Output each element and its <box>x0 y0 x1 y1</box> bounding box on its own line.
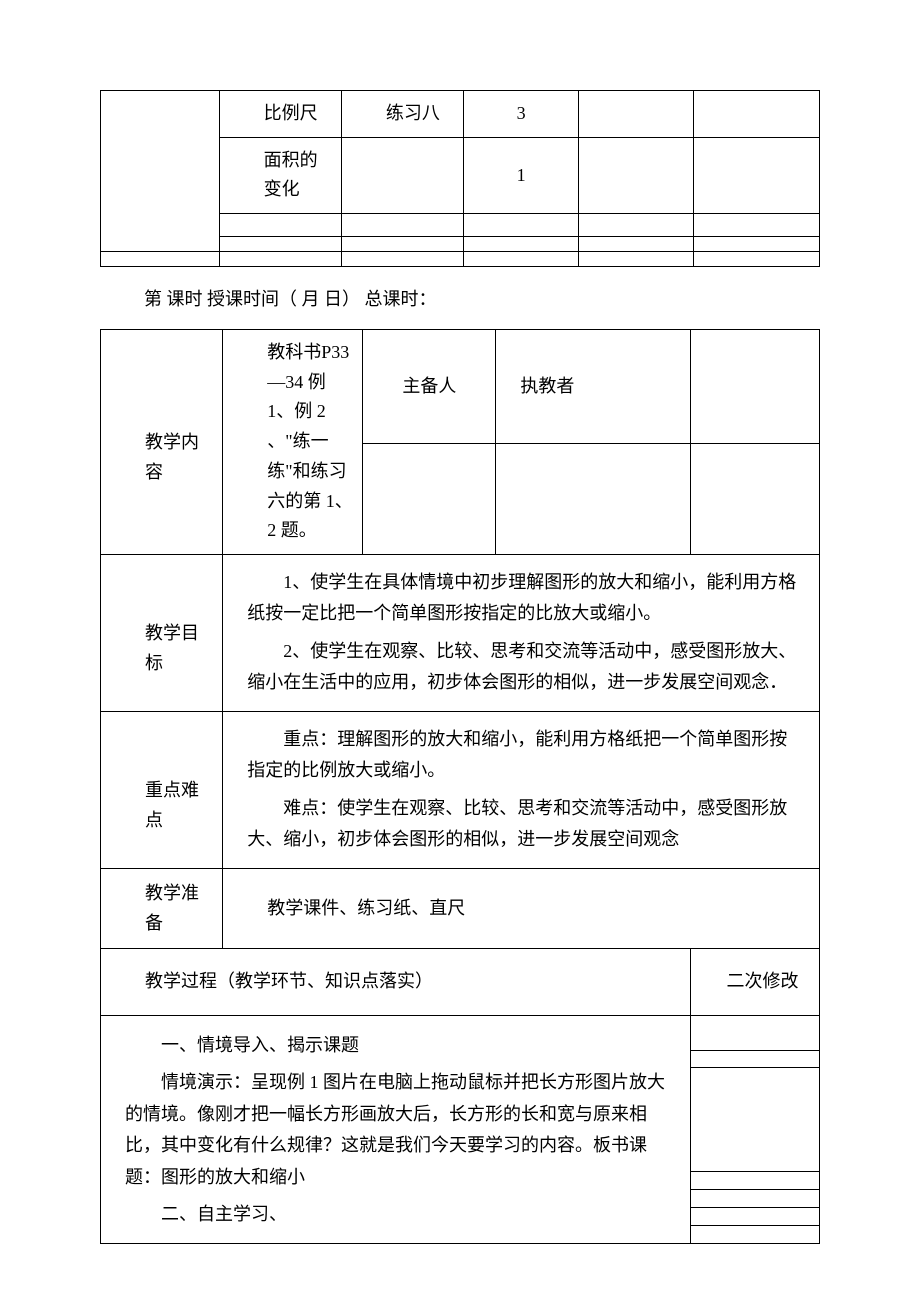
top-c1 <box>101 91 220 252</box>
diff-p2: 难点：使学生在观察、比较、思考和交流等活动中，感受图形放大、缩小，初步体会图形的… <box>247 793 803 856</box>
top-table: 比例尺 练习八 3 面积的变化 1 <box>100 90 820 267</box>
rev-r2 <box>690 1050 819 1068</box>
proc-p2: 情境演示：呈现例 1 图片在电脑上拖动鼠标并把长方形图片放大的情境。像刚才把一幅… <box>125 1067 674 1193</box>
top-r1-c3: 练习八 <box>341 91 463 138</box>
top-r2-c3 <box>341 137 463 213</box>
goal-p2: 2、使学生在观察、比较、思考和交流等活动中，感受图形放大、缩小在生活中的应用，初… <box>247 636 803 699</box>
content-text: 教科书P33—34 例 1、例 2 、"练一练"和练习六的第 1、2 题。 <box>223 330 362 554</box>
proc-header-cell: 教学过程（教学环节、知识点落实） <box>101 949 691 1016</box>
label-prep-text: 教学准备 <box>101 869 222 948</box>
prep-cell: 教学课件、练习纸、直尺 <box>223 868 820 948</box>
top-r1-c2: 比例尺 <box>219 91 341 138</box>
proc-p3: 二、自主学习、 <box>125 1199 674 1231</box>
top-r2-c2-text: 面积的变化 <box>220 138 341 213</box>
label-prep: 教学准备 <box>101 868 223 948</box>
header-b: 主备人 <box>363 330 496 444</box>
rev-r3 <box>690 1068 819 1172</box>
prep-text: 教学课件、练习纸、直尺 <box>223 876 819 942</box>
label-content-text: 教学内容 <box>101 388 222 495</box>
top-r1-c5 <box>579 91 694 138</box>
label-content: 教学内容 <box>101 330 223 555</box>
proc-rev-cell: 二次修改 <box>690 949 819 1016</box>
top-r2-c6 <box>694 137 820 213</box>
top-r2-c4-text: 1 <box>464 153 578 199</box>
diff-p1: 重点：理解图形的放大和缩小，能利用方格纸把一个简单图形按指定的比例放大或缩小。 <box>247 724 803 787</box>
content-cell: 教科书P33—34 例 1、例 2 、"练一练"和练习六的第 1、2 题。 <box>223 330 363 555</box>
header-c: 执教者 <box>496 330 690 444</box>
label-goal-text: 教学目标 <box>101 579 222 686</box>
top-r1-c4-text: 3 <box>464 91 578 137</box>
header-b-text: 主备人 <box>363 364 495 410</box>
rev-r5 <box>690 1190 819 1208</box>
goal-p1: 1、使学生在具体情境中初步理解图形的放大和缩小，能利用方格纸按一定比把一个简单图… <box>247 567 803 630</box>
proc-body-cell: 一、情境导入、揭示课题 情境演示：呈现例 1 图片在电脑上拖动鼠标并把长方形图片… <box>101 1015 691 1243</box>
header-c-text: 执教者 <box>496 364 689 410</box>
proc-header-text: 教学过程（教学环节、知识点落实） <box>101 949 690 1015</box>
top-r1-c6 <box>694 91 820 138</box>
rev-r1 <box>690 1015 819 1050</box>
label-diff: 重点难点 <box>101 711 223 868</box>
rev-r7 <box>690 1225 819 1243</box>
header-d <box>690 330 819 444</box>
blank-d <box>690 443 819 554</box>
lesson-table: 教学内容 教科书P33—34 例 1、例 2 、"练一练"和练习六的第 1、2 … <box>100 329 820 1244</box>
blank-c <box>496 443 690 554</box>
label-diff-text: 重点难点 <box>101 736 222 843</box>
rev-r4 <box>690 1172 819 1190</box>
rev-r6 <box>690 1208 819 1226</box>
proc-rev-text: 二次修改 <box>691 959 819 1005</box>
top-r1-c3-text: 练习八 <box>342 91 463 137</box>
top-r1-c2-text: 比例尺 <box>220 91 341 137</box>
top-r2-c2: 面积的变化 <box>219 137 341 213</box>
blank-b <box>363 443 496 554</box>
top-r2-c5 <box>579 137 694 213</box>
label-goal: 教学目标 <box>101 554 223 711</box>
diff-cell: 重点：理解图形的放大和缩小，能利用方格纸把一个简单图形按指定的比例放大或缩小。 … <box>223 711 820 868</box>
goal-cell: 1、使学生在具体情境中初步理解图形的放大和缩小，能利用方格纸按一定比把一个简单图… <box>223 554 820 711</box>
top-r1-c4: 3 <box>464 91 579 138</box>
proc-p1: 一、情境导入、揭示课题 <box>125 1030 674 1062</box>
lesson-sep: 第 课时 授课时间（ 月 日） 总课时： <box>100 267 820 329</box>
top-r2-c4: 1 <box>464 137 579 213</box>
